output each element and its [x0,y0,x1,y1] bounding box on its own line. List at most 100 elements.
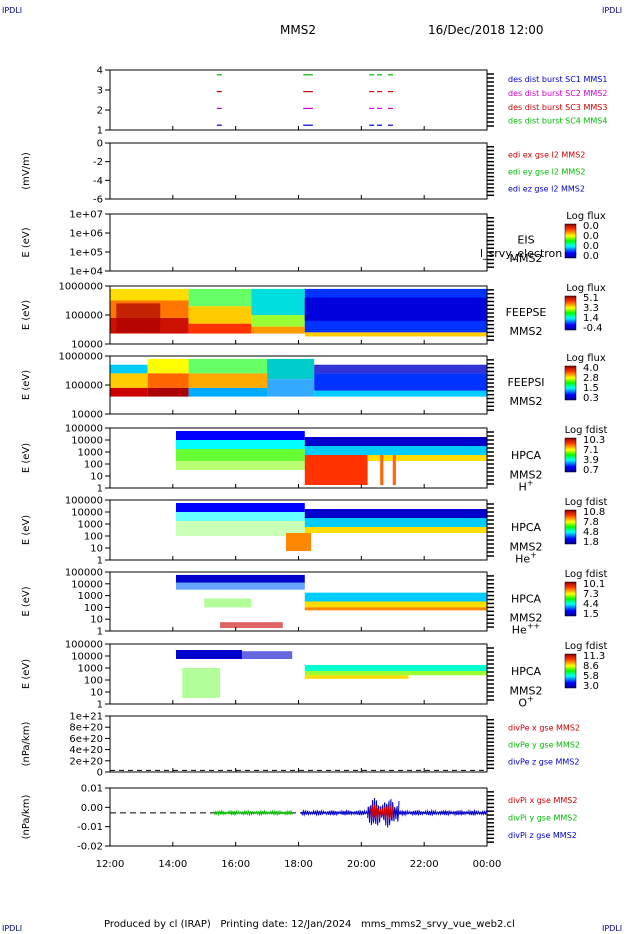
colorbar-tick-label: 3.3 [583,303,599,314]
series-line [213,809,293,817]
y-tick-label: 1000000 [58,352,103,363]
spectrogram-cell [267,358,315,380]
colorbar-tick-label: -0.4 [583,323,603,334]
spectrogram-cell [380,455,384,485]
colorbar-tick-label: 7.3 [583,589,599,600]
colorbar-tick-label: 5.1 [583,293,599,304]
y-tick-label: -2 [93,157,103,168]
header-datetime: 16/Dec/2018 12:00 [428,23,544,37]
spectrogram-cell [304,527,487,533]
spectrogram-cell [110,288,189,301]
colorbar [564,223,577,259]
colorbar-title: Log flux [566,283,606,294]
colorbar-tick-label: 0.7 [583,465,599,476]
spectrogram-cell [251,326,305,334]
plot-frame [109,787,488,847]
spectrogram-cell [110,373,148,388]
colorbar-tick-label: 1.4 [583,313,599,324]
spacecraft-label: MMS2 [510,395,543,408]
spectrogram-cell [304,297,487,321]
spectrogram-cell [175,650,242,659]
spectrogram-cell [241,651,293,659]
spectrogram-cell [110,364,148,374]
x-tick-label: 00:00 [473,859,502,870]
legend-entry: des dist burst SC2 MMS2 [508,89,607,98]
spectrogram-cell [251,288,305,315]
corner-label-top-left: IPDLI [2,6,23,15]
colorbar-title: Log fdist [565,569,608,580]
legend-entry: divPi y gse MMS2 [508,814,577,823]
spectrogram-cell [147,373,189,388]
y-tick-label: -4 [93,176,103,187]
y-tick-label: 1e+06 [69,229,103,240]
x-tick-label: 18:00 [284,859,313,870]
y-tick-label: 1000 [78,520,103,531]
x-tick-label: 12:00 [96,859,125,870]
spectrogram-cell [175,449,305,461]
footer-produced-by: Produced by cl (IRAP) [104,919,211,930]
spectrogram-cell [304,601,487,608]
spacecraft-label: MMS2 [510,468,543,481]
spectrogram-cell [304,592,487,602]
legend-entry: edi ex gse l2 MMS2 [508,150,585,159]
corner-label-bottom-left: IPDLI [2,924,23,933]
y-tick-label: 10 [90,688,103,699]
y-tick-label: 1000 [78,448,103,459]
y-tick-label: 100000 [65,381,103,392]
spectrogram-cell [314,373,487,391]
panel-efield: 0 -2 -4 -6 (mV/m) edi ex gse l2 MMS2 edi ey gs… [21,139,586,206]
spectrogram-cell [188,306,252,324]
y-tick-label: 10000 [71,508,103,519]
y-tick-label: 10000 [71,410,103,421]
y-tick-label: 1 [97,556,103,567]
colorbar-tick-label: 10.1 [583,579,605,590]
plot-frame [109,213,488,272]
spectrogram-cell [188,323,252,334]
species-charge: + [527,479,534,488]
panel-divpi: 0.01 0.00 -0.01 -0.02 (nPa/km) divPi x gse MM… [21,784,577,853]
legend-entry: divPi x gse MMS2 [508,796,577,805]
spectrogram [175,503,487,551]
y-axis-label: (nPa/km) [21,795,32,840]
species-charge: + [530,551,537,560]
colorbar-tick-label: 0.0 [583,231,599,242]
y-tick-label: 8e+20 [69,723,103,734]
spectrogram-cell [175,582,305,590]
spectrogram-cell [175,461,305,470]
header-spacecraft: MMS2 [280,23,316,37]
y-axis-label: E (eV) [21,586,32,616]
y-tick-label: 100000 [65,496,103,507]
y-axis-label: E (eV) [21,227,32,257]
y-tick-label: 4e+20 [69,745,103,756]
colorbar-title: Log flux [566,211,606,222]
plot-frame [109,142,488,200]
y-tick-label: 10000 [71,340,103,351]
spectrogram-cell [304,446,487,455]
colorbar [564,581,577,617]
y-tick-label: 0.01 [81,784,103,795]
y-tick-label: 1e+07 [69,210,103,221]
spectrogram-cell [188,387,268,397]
y-axis-label: E (eV) [21,443,32,473]
legend-entry: des dist burst SC1 MMS1 [508,75,607,84]
spectrogram-cell [285,533,312,551]
y-tick-label: -6 [93,195,103,206]
y-tick-label: 0 [97,139,103,150]
spectrogram-cell [204,598,252,608]
colorbar-tick-label: 0.0 [583,241,599,252]
colorbar [564,509,577,545]
y-tick-label: 10 [90,472,103,483]
spectrogram [110,358,487,397]
panel-burst: 4 3 2 1 des dist burst SC1 MMS1 des dist burs… [97,66,608,137]
y-axis-label: (nPa/km) [21,722,32,767]
y-tick-label: 1 [97,126,103,137]
spectrogram-cell [110,387,148,397]
colorbar-title: Log fdist [565,425,608,436]
spectrogram-cell [175,512,305,521]
instrument-label: HPCA [511,665,542,678]
y-tick-label: 6e+20 [69,734,103,745]
y-axis-label: E (eV) [21,515,32,545]
spectrogram-cell [304,671,487,676]
